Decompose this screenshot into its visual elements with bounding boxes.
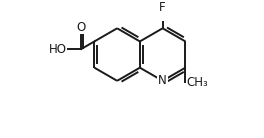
Text: N: N	[158, 74, 167, 87]
Text: HO: HO	[49, 43, 67, 55]
Text: F: F	[159, 1, 166, 14]
Text: O: O	[77, 21, 86, 34]
Text: CH₃: CH₃	[186, 76, 208, 89]
